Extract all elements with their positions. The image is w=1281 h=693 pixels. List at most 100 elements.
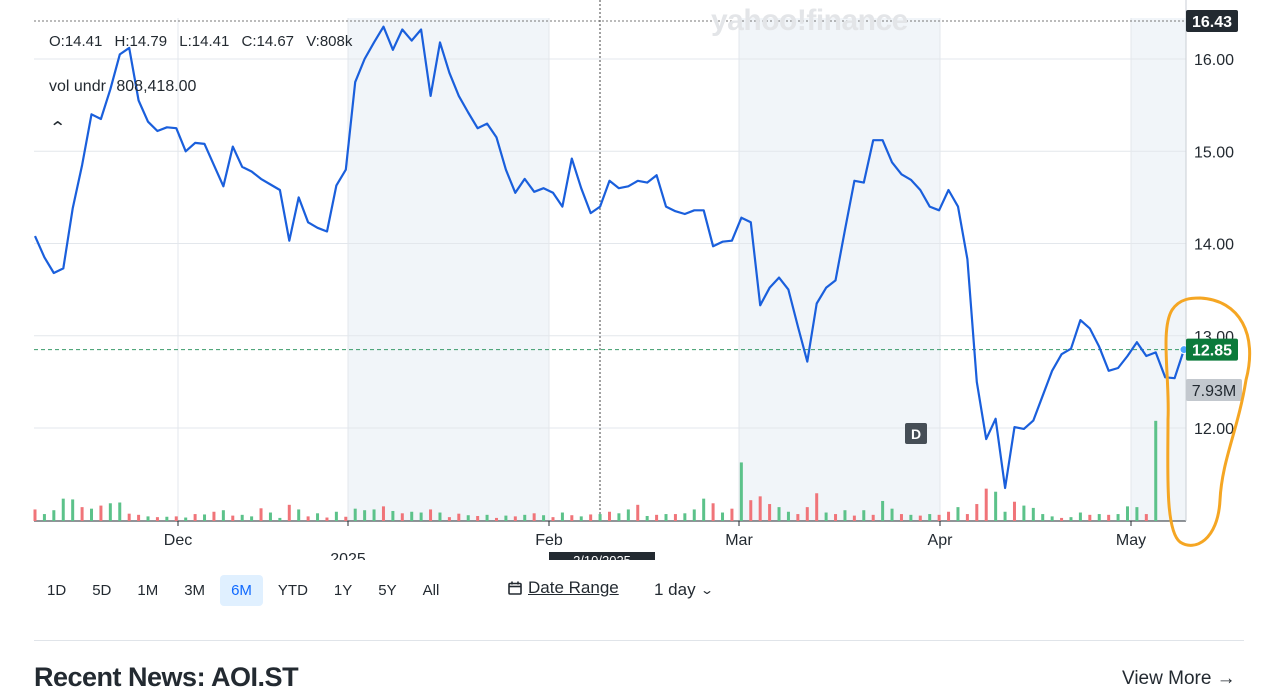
view-more-link[interactable]: View More → bbox=[1122, 668, 1236, 689]
volume-bar bbox=[560, 512, 564, 521]
volume-bar bbox=[532, 513, 536, 521]
volume-bar bbox=[146, 516, 150, 521]
volume-bar bbox=[711, 503, 715, 521]
volume-bar bbox=[617, 513, 621, 521]
volume-bar bbox=[174, 516, 178, 521]
indicator-value: 808,418.00 bbox=[116, 78, 197, 95]
volume-bar bbox=[127, 513, 131, 521]
volume-bar bbox=[598, 514, 602, 521]
interval-dropdown[interactable]: 1 day ⌄ bbox=[654, 580, 714, 600]
volume-bar bbox=[1069, 517, 1073, 521]
volume-bar bbox=[824, 512, 828, 521]
volume-bar bbox=[881, 500, 885, 521]
volume-bar bbox=[673, 514, 677, 521]
volume-bar bbox=[542, 515, 546, 521]
volume-bar bbox=[1078, 512, 1082, 521]
volume-bar bbox=[739, 462, 743, 521]
volume-bar bbox=[636, 504, 640, 521]
open-value: O:14.41 bbox=[49, 33, 103, 50]
volume-bar bbox=[1135, 507, 1139, 521]
volume-bar bbox=[203, 514, 207, 521]
volume-value: V:808k bbox=[306, 33, 353, 50]
volume-bar bbox=[984, 488, 988, 521]
chevron-down-icon: ⌄ bbox=[699, 583, 714, 597]
range-button-ytd[interactable]: YTD bbox=[277, 582, 308, 599]
volume-bar bbox=[184, 517, 188, 521]
volume-bar bbox=[466, 515, 470, 521]
yahoo-finance-watermark: yahoo!finance bbox=[711, 4, 908, 37]
volume-bar bbox=[71, 499, 75, 521]
volume-bar bbox=[796, 514, 800, 521]
volume-bar bbox=[1003, 511, 1007, 521]
volume-bar bbox=[268, 512, 272, 521]
volume-bar bbox=[965, 514, 969, 521]
price-line bbox=[33, 25, 1186, 490]
volume-bar bbox=[297, 509, 301, 521]
volume-bar bbox=[1125, 506, 1129, 521]
range-button-all[interactable]: All bbox=[422, 582, 440, 599]
volume-bar bbox=[1107, 514, 1111, 521]
volume-bar bbox=[1144, 514, 1148, 521]
y-tick-label: 15.00 bbox=[1194, 144, 1234, 161]
y-tick-label: 16.00 bbox=[1194, 52, 1234, 69]
month-band-1 bbox=[739, 18, 940, 521]
dividend-marker[interactable] bbox=[905, 423, 927, 444]
volume-bar bbox=[33, 509, 37, 521]
volume-bar bbox=[419, 512, 423, 521]
range-button-5d[interactable]: 5D bbox=[92, 582, 112, 599]
volume-bar bbox=[108, 503, 112, 521]
low-value: L:14.41 bbox=[179, 33, 230, 50]
volume-bar bbox=[890, 508, 894, 521]
volume-bar bbox=[278, 517, 282, 521]
volume-bar bbox=[240, 514, 244, 521]
volume-bar bbox=[862, 510, 866, 521]
volume-bar bbox=[250, 516, 254, 521]
volume-bar bbox=[899, 514, 903, 521]
volume-bar bbox=[655, 514, 659, 521]
x-tick-label: May bbox=[1116, 532, 1146, 549]
volume-bar bbox=[391, 510, 395, 521]
volume-bar bbox=[1154, 420, 1158, 521]
volume-bar bbox=[494, 517, 498, 521]
y-tick-label: 14.00 bbox=[1194, 237, 1234, 254]
volume-bar bbox=[61, 498, 65, 521]
volume-bar bbox=[683, 513, 687, 521]
range-button-1d[interactable]: 1D bbox=[47, 582, 67, 599]
crosshair-date-label: 2/10/2025 bbox=[573, 553, 631, 560]
volume-bar bbox=[692, 509, 696, 521]
chevron-up-icon[interactable]: ⌃ bbox=[48, 120, 67, 137]
ohlc-readout: O:14.41 H:14.79 L:14.41 C:14.67 V:808k bbox=[49, 33, 360, 50]
volume-badge bbox=[1186, 379, 1242, 401]
date-range-button[interactable]: Date Range bbox=[508, 578, 619, 598]
volume-bar bbox=[90, 508, 94, 521]
range-button-1y[interactable]: 1Y bbox=[333, 582, 353, 599]
indicator-readout: vol undr 808,418.00 bbox=[49, 78, 202, 96]
volume-bar bbox=[626, 509, 630, 521]
volume-bar bbox=[947, 511, 951, 521]
section-divider bbox=[34, 640, 1244, 641]
volume-bar bbox=[786, 511, 790, 521]
volume-bar bbox=[429, 509, 433, 521]
range-button-5y[interactable]: 5Y bbox=[378, 582, 397, 599]
volume-bar bbox=[730, 508, 734, 521]
y-tick-label: 12.00 bbox=[1194, 421, 1234, 438]
range-button-3m[interactable]: 3M bbox=[184, 582, 206, 599]
volume-bar bbox=[410, 511, 414, 521]
volume-bar bbox=[438, 512, 442, 521]
volume-bar bbox=[1116, 514, 1120, 521]
volume-bar bbox=[852, 515, 856, 521]
volume-bar bbox=[579, 516, 583, 521]
volume-bar bbox=[777, 507, 781, 521]
volume-bar bbox=[937, 514, 941, 521]
volume-bar bbox=[758, 496, 762, 521]
volume-bar bbox=[476, 515, 480, 521]
range-button-6m[interactable]: 6M bbox=[220, 575, 263, 606]
volume-bar bbox=[504, 515, 508, 521]
volume-bar bbox=[344, 516, 348, 521]
last-price-badge-label: 12.85 bbox=[1192, 343, 1232, 360]
range-button-1m[interactable]: 1M bbox=[137, 582, 159, 599]
volume-bar bbox=[155, 517, 159, 521]
volume-bar bbox=[485, 514, 489, 521]
recent-news-heading: Recent News: AOI.ST bbox=[34, 662, 299, 692]
